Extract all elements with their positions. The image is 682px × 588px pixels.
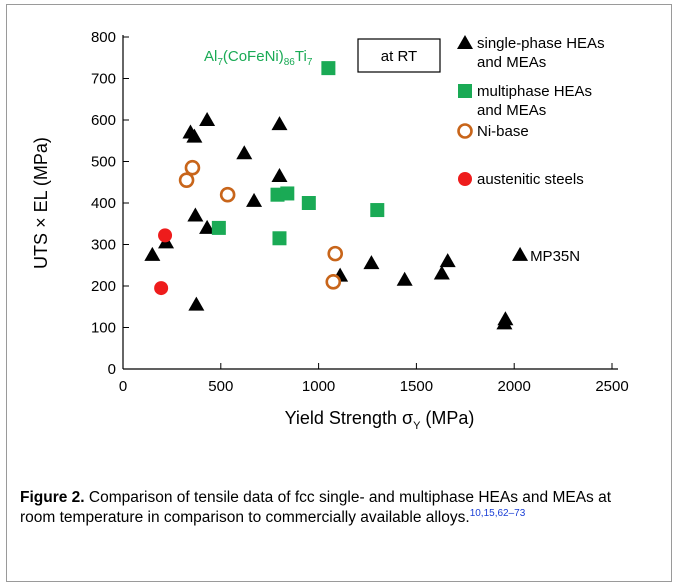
data-point-circle bbox=[158, 228, 173, 243]
caption-label: Figure 2. bbox=[20, 489, 85, 506]
annotation-mp35n: MP35N bbox=[530, 248, 580, 265]
x-tick-label: 0 bbox=[119, 378, 127, 395]
figure-caption: Figure 2. Comparison of tensile data of … bbox=[20, 488, 650, 528]
y-axis-title: UTS × EL (MPa) bbox=[31, 137, 51, 269]
data-point-square bbox=[370, 203, 385, 218]
data-point-triangle bbox=[199, 219, 216, 234]
condition-box-label: at RT bbox=[381, 48, 417, 65]
data-point-triangle bbox=[236, 145, 253, 160]
x-tick-label: 500 bbox=[208, 378, 233, 395]
data-point-triangle bbox=[271, 116, 288, 131]
x-tick-label: 1000 bbox=[302, 378, 335, 395]
caption-references[interactable]: 10,15,62–73 bbox=[469, 507, 526, 519]
legend-label: and MEAs bbox=[477, 54, 546, 71]
y-tick-label: 700 bbox=[91, 71, 116, 88]
legend-marker-open-circle bbox=[457, 123, 473, 139]
y-tick-label: 800 bbox=[91, 29, 116, 46]
annotation-al7-alloy: Al7(CoFeNi)86Ti7 bbox=[204, 48, 313, 68]
legend-label: multiphase HEAs bbox=[477, 83, 592, 100]
data-point-open-circle bbox=[325, 274, 342, 290]
x-tick-label: 2000 bbox=[498, 378, 531, 395]
y-tick-label: 0 bbox=[108, 361, 116, 378]
data-point-triangle bbox=[433, 265, 450, 280]
x-tick-label: 1500 bbox=[400, 378, 433, 395]
figure-frame bbox=[6, 4, 672, 582]
condition-box: at RT bbox=[357, 38, 441, 73]
x-axis-title: Yield Strength σY (MPa) bbox=[285, 408, 475, 432]
data-point-triangle bbox=[439, 253, 456, 268]
data-point-triangle bbox=[512, 246, 529, 261]
data-point-open-circle bbox=[219, 186, 236, 203]
annotations: MP35N Al7(CoFeNi)86Ti7 bbox=[204, 48, 580, 265]
y-tick-label: 200 bbox=[91, 278, 116, 295]
data-point-triangle bbox=[186, 128, 203, 143]
scatter-chart: 0 500 1000 1500 2000 2500 0 100 200 300 400 500 600 7… bbox=[31, 29, 629, 432]
data-point-square bbox=[280, 186, 295, 201]
y-tick-label: 600 bbox=[91, 112, 116, 129]
data-point-triangle bbox=[199, 112, 216, 126]
ticks: 0 500 1000 1500 2000 2500 0 100 200 300 400 500 600 7… bbox=[91, 29, 629, 395]
data-point-open-circle bbox=[327, 245, 344, 262]
y-tick-label: 300 bbox=[91, 237, 116, 254]
data-points bbox=[144, 61, 529, 330]
legend-marker-triangle bbox=[457, 35, 473, 49]
data-point-triangle bbox=[497, 311, 514, 326]
legend-marker-square bbox=[458, 84, 472, 98]
legend-label: austenitic steels bbox=[477, 171, 584, 188]
legend-marker-circle bbox=[458, 172, 472, 186]
data-point-square bbox=[211, 220, 226, 235]
data-point-triangle bbox=[187, 207, 204, 222]
data-point-triangle bbox=[144, 246, 161, 261]
y-tick-label: 500 bbox=[91, 154, 116, 171]
legend-label: single-phase HEAs bbox=[477, 35, 605, 52]
legend: single-phase HEAs and MEAs multiphase HEAs… bbox=[457, 35, 605, 188]
data-point-square bbox=[301, 196, 316, 210]
legend-label: Ni-base bbox=[477, 123, 529, 140]
condition-box-border bbox=[357, 38, 441, 73]
data-point-triangle bbox=[246, 192, 263, 207]
caption-text: Comparison of tensile data of fcc single… bbox=[20, 489, 612, 526]
data-point-open-circle bbox=[184, 159, 201, 176]
data-point-triangle bbox=[188, 296, 205, 311]
legend-label: and MEAs bbox=[477, 102, 546, 119]
y-tick-label: 100 bbox=[91, 320, 116, 337]
data-point-square bbox=[272, 231, 287, 246]
axes bbox=[122, 35, 618, 370]
x-tick-label: 2500 bbox=[595, 378, 628, 395]
y-tick-label: 400 bbox=[91, 195, 116, 212]
data-point-open-circle bbox=[178, 172, 195, 188]
data-point-triangle bbox=[396, 271, 413, 286]
data-point-square bbox=[321, 61, 336, 76]
data-point-triangle bbox=[271, 168, 288, 183]
data-point-triangle bbox=[363, 255, 380, 270]
data-point-circle bbox=[154, 281, 169, 296]
